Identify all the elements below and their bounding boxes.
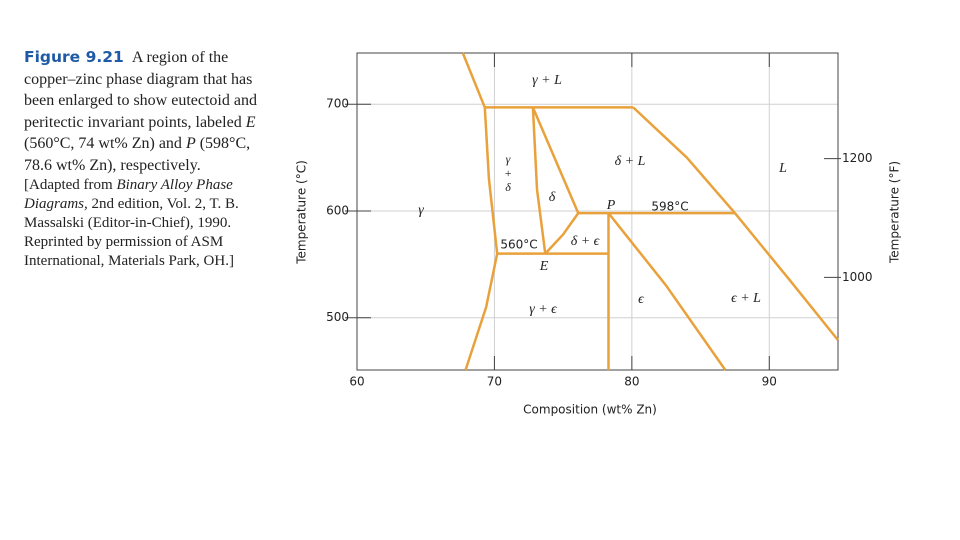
figure-number: Figure 9.21 (24, 48, 124, 66)
region-label: δ + ϵ (571, 234, 601, 249)
phase-boundary (632, 106, 736, 214)
region-label: γ (418, 203, 424, 218)
region-label: δ + L (615, 154, 646, 169)
y2-axis-title: Temperature (°F) (888, 161, 902, 264)
region-label: E (539, 259, 549, 274)
caption-text: P (185, 135, 196, 152)
y-tick-label: 600 (326, 203, 349, 217)
caption: Figure 9.21 A region of the copper–zinc p… (24, 47, 280, 271)
y-axis-title: Temperature (°C) (295, 160, 309, 265)
phase-boundary (607, 212, 727, 371)
phase-boundary (464, 253, 499, 371)
caption-text: (560°C, 74 wt% Zn) and (24, 135, 186, 152)
plot-frame (356, 52, 839, 371)
region-label: ϵ + L (731, 291, 761, 306)
x-tick-label: 90 (762, 375, 777, 389)
y-tick-label: 500 (326, 310, 349, 324)
region-label: L (778, 161, 787, 176)
y2-tick-label: 1200 (842, 151, 873, 165)
x-tick-label: 70 (487, 375, 502, 389)
source-text: Binary Alloy Phase Diagrams, (24, 177, 233, 212)
x-axis-title: Composition (wt% Zn) (523, 403, 657, 417)
region-label: P (606, 198, 616, 213)
region-label: 560°C (500, 238, 537, 252)
phase-boundary (544, 212, 580, 255)
region-label: γ+δ (501, 152, 515, 194)
phase-boundary (733, 212, 839, 341)
x-tick-label: 80 (624, 375, 639, 389)
region-label: δ (549, 190, 556, 205)
caption-text: (598°C, 78.6 wt% Zn), respectively. (24, 135, 251, 174)
region-label: ϵ (638, 292, 645, 307)
y2-tick-label: 1000 (842, 270, 873, 284)
source-text: [Adapted from (24, 177, 117, 193)
phase-boundary (531, 106, 580, 214)
phase-boundary (461, 52, 486, 108)
phase-boundary (531, 107, 547, 254)
region-label: γ + L (532, 73, 562, 88)
caption-text: A region of the copper–zinc phase diagra… (24, 49, 257, 131)
caption-text: E (245, 113, 256, 131)
region-label: 598°C (651, 200, 688, 214)
y-tick-label: 700 (326, 97, 349, 111)
source-text: 2nd edition, Vol. 2, T. B. Massalski (Ed… (24, 196, 239, 269)
region-label: γ + ϵ (529, 302, 558, 317)
caption-source: [Adapted from Binary Alloy Phase Diagram… (24, 176, 280, 271)
x-tick-label: 60 (349, 375, 364, 389)
phase-boundary (483, 107, 499, 254)
